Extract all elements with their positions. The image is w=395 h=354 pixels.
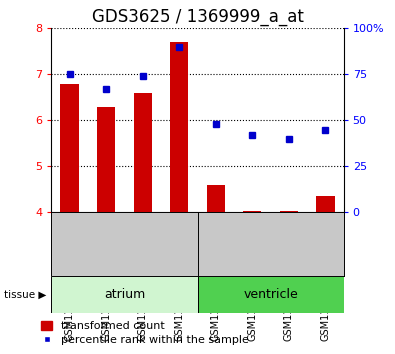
Bar	[207, 185, 225, 212]
Bar	[51, 276, 198, 313]
Bar	[243, 211, 261, 212]
Text: atrium: atrium	[104, 288, 145, 301]
Bar	[134, 93, 152, 212]
Bar	[97, 107, 115, 212]
Bar	[198, 276, 344, 313]
Bar	[280, 211, 298, 212]
Text: tissue ▶: tissue ▶	[4, 290, 46, 300]
Title: GDS3625 / 1369999_a_at: GDS3625 / 1369999_a_at	[92, 8, 303, 25]
Legend: transformed count, percentile rank within the sample: transformed count, percentile rank withi…	[41, 321, 249, 345]
Bar	[170, 42, 188, 212]
Bar	[316, 196, 335, 212]
Text: ventricle: ventricle	[243, 288, 298, 301]
Bar	[60, 84, 79, 212]
